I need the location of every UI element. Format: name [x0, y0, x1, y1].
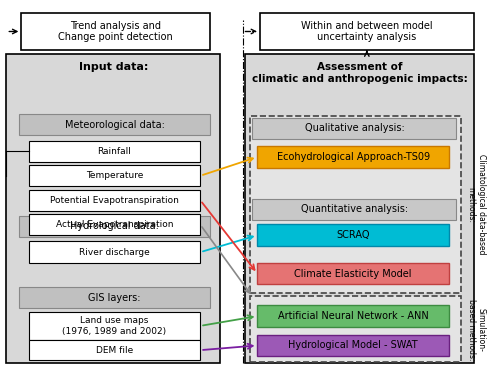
- Text: Hydrological Model - SWAT: Hydrological Model - SWAT: [288, 340, 418, 351]
- Text: GIS layers:: GIS layers:: [88, 293, 141, 303]
- Text: Trend analysis and
Change point detection: Trend analysis and Change point detectio…: [58, 21, 173, 42]
- Text: Ecohydrological Approach-TS09: Ecohydrological Approach-TS09: [276, 152, 430, 162]
- FancyBboxPatch shape: [28, 241, 200, 263]
- Text: Climatological data-based
methods:: Climatological data-based methods:: [466, 154, 486, 255]
- FancyBboxPatch shape: [22, 13, 210, 50]
- Text: Climate Elasticity Model: Climate Elasticity Model: [294, 269, 412, 279]
- Text: Artificial Neural Network - ANN: Artificial Neural Network - ANN: [278, 311, 428, 321]
- FancyBboxPatch shape: [28, 165, 200, 186]
- Text: Temperature: Temperature: [86, 171, 143, 180]
- FancyBboxPatch shape: [252, 199, 456, 219]
- FancyBboxPatch shape: [258, 146, 449, 168]
- FancyBboxPatch shape: [28, 312, 200, 340]
- FancyBboxPatch shape: [250, 296, 461, 362]
- Text: Assessment of
climatic and anthropogenic impacts:: Assessment of climatic and anthropogenic…: [252, 62, 468, 84]
- FancyBboxPatch shape: [19, 287, 210, 308]
- Text: Input data:: Input data:: [78, 62, 148, 72]
- Text: Meteorological data:: Meteorological data:: [64, 120, 164, 130]
- FancyBboxPatch shape: [28, 214, 200, 235]
- FancyBboxPatch shape: [28, 190, 200, 211]
- FancyBboxPatch shape: [258, 305, 449, 327]
- FancyBboxPatch shape: [19, 216, 210, 236]
- FancyBboxPatch shape: [19, 114, 210, 135]
- FancyBboxPatch shape: [6, 54, 220, 363]
- Text: Actual Evapotranspiration: Actual Evapotranspiration: [56, 220, 174, 229]
- FancyBboxPatch shape: [28, 340, 200, 360]
- Text: Simulation-
based methods:: Simulation- based methods:: [466, 299, 486, 360]
- Text: Qualitative analysis:: Qualitative analysis:: [304, 123, 404, 133]
- Text: DEM file: DEM file: [96, 346, 133, 355]
- Text: Within and between model
uncertainty analysis: Within and between model uncertainty ana…: [301, 21, 432, 42]
- Text: Hydrological data:: Hydrological data:: [70, 221, 159, 231]
- FancyBboxPatch shape: [258, 224, 449, 246]
- Text: Quantitative analysis:: Quantitative analysis:: [301, 204, 408, 214]
- FancyBboxPatch shape: [252, 118, 456, 139]
- Text: SCRAQ: SCRAQ: [336, 230, 370, 240]
- Text: Land use maps
(1976, 1989 and 2002): Land use maps (1976, 1989 and 2002): [62, 316, 166, 335]
- FancyBboxPatch shape: [258, 335, 449, 356]
- FancyBboxPatch shape: [260, 13, 474, 50]
- FancyBboxPatch shape: [245, 54, 474, 363]
- Text: Potential Evapotranspiration: Potential Evapotranspiration: [50, 196, 179, 205]
- FancyBboxPatch shape: [28, 141, 200, 162]
- Text: Rainfall: Rainfall: [98, 147, 132, 156]
- FancyBboxPatch shape: [250, 116, 461, 293]
- FancyBboxPatch shape: [258, 263, 449, 284]
- Text: River discharge: River discharge: [79, 247, 150, 257]
